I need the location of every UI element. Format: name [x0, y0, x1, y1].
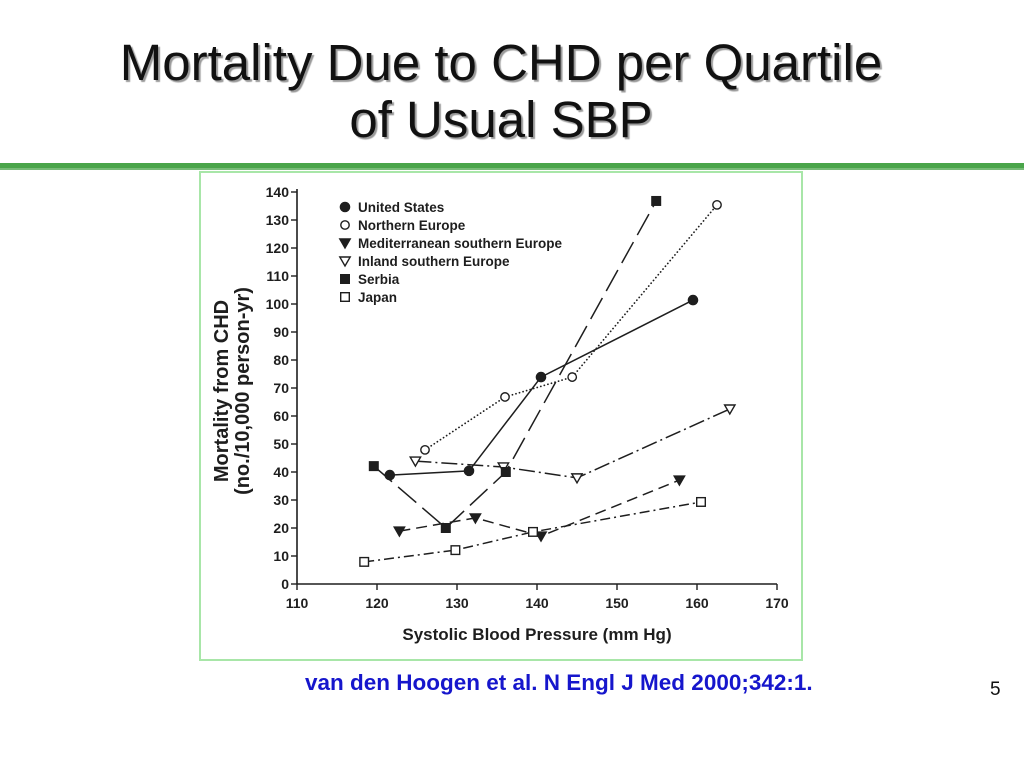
citation: van den Hoogen et al. N Engl J Med 2000;… [305, 670, 813, 695]
data-point-mediterranean-southern-europe [468, 513, 482, 525]
x-tick-label: 150 [605, 595, 629, 611]
y-tick-label: 0 [281, 576, 289, 592]
series-line-united-states [389, 299, 694, 476]
chd-mortality-chart: 110 120 130 140 150 160 170 0 10 20 30 40 50 60 70 80 90… [211, 184, 789, 644]
y-axis-title-line: (no./10,000 person-yr) [232, 287, 254, 495]
x-tick-label: 160 [685, 595, 709, 611]
legend-marker [338, 238, 352, 250]
data-point-northern-europe [500, 392, 510, 402]
legend-marker [340, 220, 350, 230]
x-tick-label: 130 [445, 595, 469, 611]
series-line-inland-southern-europe [415, 408, 731, 479]
y-tick-label: 140 [266, 184, 290, 200]
title-divider [0, 163, 1024, 170]
data-point-serbia [651, 195, 662, 206]
data-point-mediterranean-southern-europe [392, 526, 406, 538]
data-point-japan [359, 556, 370, 567]
series-line-serbia [373, 200, 657, 530]
legend-item: Japan [340, 290, 397, 305]
legend-label: Japan [358, 290, 397, 305]
legend: United States Northern Europe Mediterranea… [338, 200, 563, 305]
x-tick-label: 140 [525, 595, 549, 611]
legend-marker [340, 274, 351, 285]
title-line-2: of Usual SBP [349, 91, 653, 148]
data-point-united-states [687, 294, 699, 306]
y-tick-label: 130 [266, 212, 290, 228]
data-point-japan [450, 545, 461, 556]
x-tick-label: 170 [765, 595, 789, 611]
y-tick-label: 100 [266, 296, 290, 312]
data-point-serbia [440, 523, 451, 534]
legend-marker [338, 256, 352, 268]
data-point-japan [528, 526, 539, 537]
x-tick-label: 120 [365, 595, 389, 611]
legend-item: Serbia [340, 272, 400, 287]
y-axis-title-line: Mortality from CHD [211, 300, 233, 482]
y-tick-label: 50 [273, 436, 289, 452]
y-tick-label: 20 [273, 520, 289, 536]
data-point-inland-southern-europe [723, 404, 737, 416]
data-point-japan [696, 496, 707, 507]
page-number: 5 [990, 679, 1001, 700]
data-point-united-states [463, 465, 475, 477]
legend-marker [339, 201, 351, 213]
data-point-northern-europe [420, 444, 430, 455]
slide-title: Mortality Due to CHD per Quartile of Usu… [0, 34, 1002, 148]
data-point-serbia [368, 461, 379, 472]
legend-item: Northern Europe [340, 218, 466, 233]
data-point-united-states [535, 371, 547, 383]
data-point-united-states [384, 469, 396, 481]
y-tick-label: 80 [273, 352, 289, 368]
data-point-northern-europe [712, 199, 722, 210]
legend-item: Mediterranean southern Europe [338, 236, 563, 251]
y-tick-label: 110 [266, 268, 289, 284]
series-line-japan [364, 501, 702, 563]
chart-frame [199, 171, 803, 661]
data-point-northern-europe [567, 372, 578, 382]
data-point-inland-southern-europe [408, 456, 422, 468]
data-point-inland-southern-europe [570, 473, 584, 485]
data-point-serbia [500, 467, 511, 478]
x-tick-label: 110 [286, 595, 309, 611]
y-tick-label: 60 [273, 408, 289, 424]
legend-item: Inland southern Europe [338, 254, 510, 269]
y-tick-label: 30 [273, 492, 289, 508]
legend-marker [340, 292, 351, 303]
x-axis-title: Systolic Blood Pressure (mm Hg) [402, 625, 671, 644]
legend-label: Inland southern Europe [358, 254, 510, 269]
y-tick-label: 70 [273, 380, 289, 396]
legend-label: Mediterranean southern Europe [358, 236, 563, 251]
y-tick-label: 40 [273, 464, 289, 480]
legend-item: United States [339, 200, 444, 215]
y-tick-label: 10 [273, 548, 289, 564]
legend-label: United States [358, 200, 444, 215]
plot-area [359, 195, 737, 567]
y-axis-title: Mortality from CHD (no./10,000 person-yr) [211, 287, 254, 495]
y-tick-label: 120 [266, 240, 290, 256]
legend-label: Northern Europe [358, 218, 466, 233]
series-line-mediterranean-southern-europe [399, 479, 680, 537]
legend-label: Serbia [358, 272, 400, 287]
data-point-mediterranean-southern-europe [672, 475, 686, 487]
y-tick-label: 90 [273, 324, 289, 340]
data-point-mediterranean-southern-europe [534, 531, 548, 543]
series-line-northern-europe [424, 204, 718, 451]
title-line-1: Mortality Due to CHD per Quartile [119, 34, 883, 91]
axes: 110 120 130 140 150 160 170 0 10 20 30 40 50 60 70 80 90… [266, 184, 789, 611]
